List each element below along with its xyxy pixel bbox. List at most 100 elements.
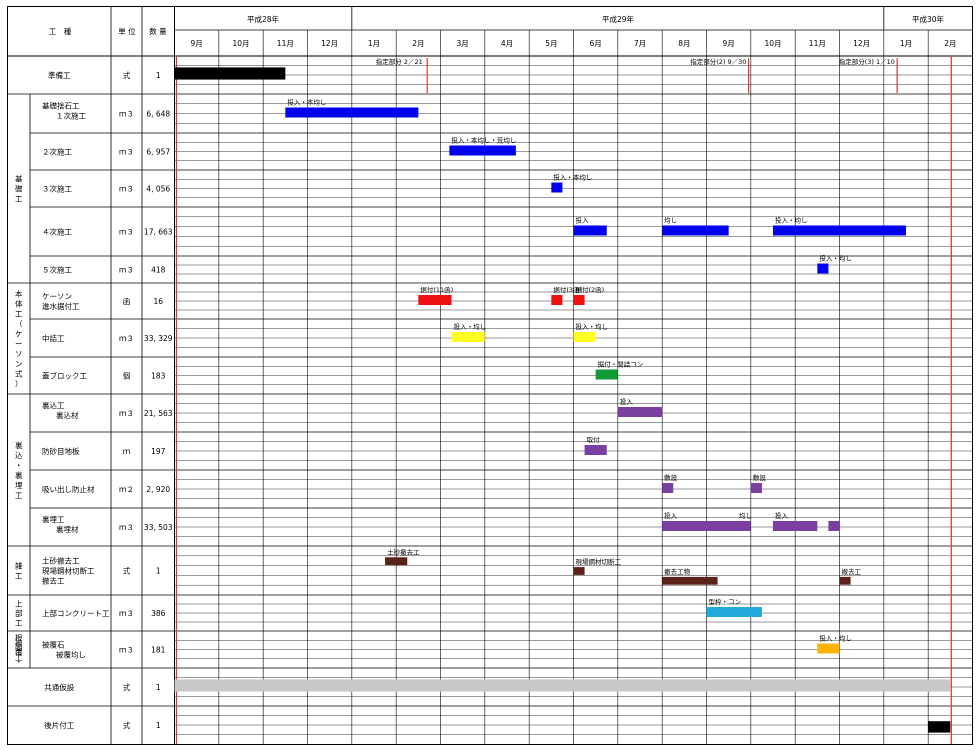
bar-layer: [174, 67, 951, 733]
schedule-bar-blue: [773, 225, 906, 236]
row-name: 共通仮設: [44, 682, 74, 692]
row-name: 裏埋工: [42, 514, 65, 524]
header-kouji: 工 種: [49, 26, 72, 36]
row-qty: 2, 920: [146, 485, 170, 494]
schedule-bar-red: [418, 295, 452, 305]
bar-label: 据付(2函): [576, 285, 605, 294]
bar-label: 投入・均し: [775, 216, 808, 225]
group-label: 雑工: [15, 561, 23, 581]
bar-label: 投入・本均し・荒均し: [451, 136, 516, 145]
row-name: 中詰工: [42, 333, 65, 343]
month-label: 11月: [809, 39, 826, 48]
group-label: 基礎工: [15, 174, 23, 204]
month-label: 5月: [545, 39, 557, 48]
row-unit: ｍ３: [119, 609, 134, 618]
row-qty: 1: [156, 71, 161, 80]
row-qty: 33, 329: [144, 334, 173, 343]
month-label: 9月: [191, 39, 203, 48]
row-unit: ｍ３: [119, 646, 134, 655]
row-unit: ｍ３: [119, 228, 134, 237]
grid-layer: [7, 6, 973, 744]
schedule-bar-purple: [662, 521, 751, 531]
schedule-bar-brown: [573, 567, 585, 575]
month-label: 7月: [634, 39, 646, 48]
row-unit: ｍ２: [119, 485, 134, 494]
row-name: １次施工: [56, 111, 86, 121]
month-label: 8月: [678, 39, 690, 48]
row-unit: ｍ３: [119, 148, 134, 157]
row-name: 基礎捨石工: [42, 101, 80, 111]
schedule-bar-purple: [773, 521, 818, 531]
row-qty: 1: [156, 683, 161, 692]
schedule-bar-blue: [662, 225, 729, 236]
bar-label: 投入・均し: [819, 634, 852, 643]
schedule-bar-cyan: [706, 607, 762, 617]
month-label: 2月: [944, 39, 956, 48]
row-unit: ｍ３: [119, 185, 134, 194]
row-unit: ｍ３: [119, 523, 134, 532]
bar-label: 現場鋼材切断工: [576, 557, 622, 566]
row-name: 進水据付工: [42, 301, 80, 311]
group-label: 根被固覆工・: [15, 632, 23, 666]
schedule-bar-yellow: [451, 332, 485, 342]
row-name: 上部コンクリート工: [42, 608, 110, 618]
schedule-bar-orange: [817, 643, 840, 654]
month-label: 1月: [368, 39, 380, 48]
row-name: 裏込材: [56, 410, 79, 420]
row-name: 裏埋材: [56, 524, 79, 534]
row-unit: 函: [123, 297, 131, 306]
row-unit: ｍ３: [119, 334, 134, 343]
schedule-bar-green: [595, 369, 618, 380]
bar-label: 撤去工物: [664, 567, 691, 576]
row-qty: 1: [156, 567, 161, 576]
row-unit: 個: [123, 371, 131, 381]
row-qty: 386: [151, 609, 166, 618]
row-name: 防砂目地板: [42, 446, 80, 456]
bar-label: 据付・間詰コン: [598, 360, 644, 369]
header-year-h28: 平成28年: [247, 14, 280, 24]
row-qty: 16: [153, 297, 163, 306]
month-label: 11月: [277, 39, 294, 48]
month-label: 12月: [853, 39, 870, 48]
schedule-bar-purple: [584, 445, 607, 455]
row-name: ５次施工: [42, 265, 72, 275]
schedule-bar-brown: [662, 576, 718, 585]
row-name: 被覆石: [42, 640, 65, 650]
schedule-bar-purple: [828, 521, 840, 531]
row-name: ケーソン: [42, 292, 72, 301]
bar-label: 土砂撤去工: [387, 547, 420, 556]
bar-label: 均し: [739, 511, 752, 520]
row-qty: 197: [151, 447, 166, 456]
schedule-bar-red: [551, 295, 563, 305]
header-year-h30: 平成30年: [912, 14, 945, 24]
milestone-label: 指定部分(2) 9／30: [690, 57, 746, 66]
row-unit: ｍ: [123, 447, 131, 456]
schedule-bar-purple: [662, 483, 674, 493]
row-qty: 1: [156, 721, 161, 730]
row-name: 後片付工: [44, 720, 74, 730]
row-unit: ｍ３: [119, 266, 134, 275]
bar-label: 投入・均し: [819, 254, 852, 263]
row-name: 現場鋼材切断工: [42, 566, 95, 576]
schedule-bar-blue: [285, 107, 419, 118]
row-name: 裏込工: [42, 400, 65, 410]
row-unit: 式: [123, 720, 131, 730]
row-name: 撤去工: [42, 576, 65, 586]
milestone-label: 指定部分 2／21: [376, 57, 423, 66]
bar-label: 投入: [775, 511, 789, 520]
month-label: 3月: [457, 39, 469, 48]
schedule-bar-brown: [839, 576, 851, 585]
milestone-label: 指定部分(3) 1／10: [839, 57, 895, 66]
month-label: 12月: [321, 39, 338, 48]
row-qty: 4, 056: [146, 185, 170, 194]
row-qty: 183: [151, 372, 166, 381]
schedule-bar-blue: [449, 145, 516, 156]
row-name: 準備工: [48, 70, 71, 80]
schedule-bar-black: [928, 721, 951, 733]
header-year-h29: 平成29年: [602, 14, 635, 24]
month-label: 2月: [412, 39, 424, 48]
group-label: 裏込・裏埋工: [15, 440, 23, 500]
schedule-bar-blue: [817, 263, 829, 274]
header-suryo: 数 量: [149, 26, 167, 36]
